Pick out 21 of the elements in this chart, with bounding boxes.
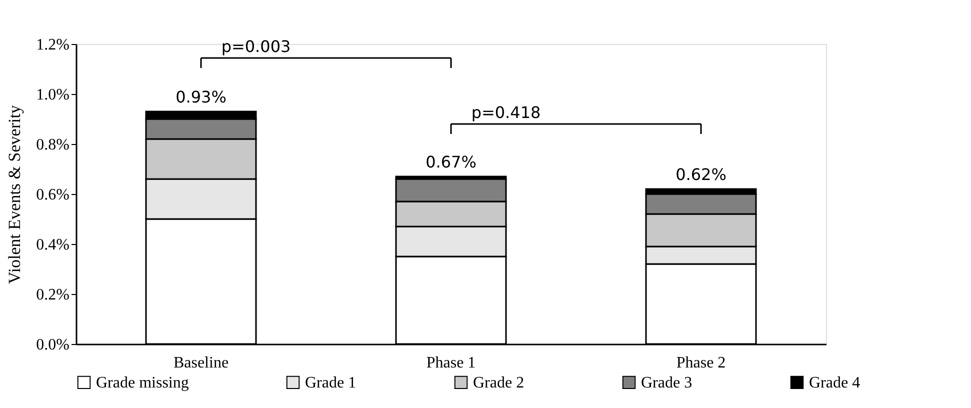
annotation: p=0.418 — [471, 103, 541, 122]
x-tick-label: Baseline — [173, 354, 229, 372]
legend-label: Grade missing — [96, 374, 189, 392]
total-label: 0.93% — [176, 88, 226, 106]
y-tick-label: 1.2% — [36, 36, 70, 54]
total-label: 0.67% — [426, 152, 476, 172]
x-tick-label: Phase 2 — [676, 354, 726, 372]
y-tick-label: 0.6% — [36, 186, 70, 204]
y-tick-label: 0.8% — [36, 136, 70, 154]
legend-label: Grade 4 — [809, 374, 860, 392]
legend-label: Grade 2 — [473, 374, 524, 392]
y-axis-title: Violent Events & Severity — [5, 104, 24, 284]
x-tick-label: Phase 1 — [426, 354, 476, 372]
legend-label: Grade 1 — [305, 374, 356, 392]
y-tick-label: 0.2% — [36, 286, 70, 304]
y-tick-label: 1.0% — [36, 86, 70, 104]
total-label: 0.62% — [676, 165, 726, 184]
annotation: p=0.003 — [221, 37, 291, 56]
y-tick-label: 0.4% — [36, 236, 70, 254]
y-tick-label: 0.0% — [36, 336, 70, 354]
legend-label: Grade 3 — [641, 374, 692, 392]
